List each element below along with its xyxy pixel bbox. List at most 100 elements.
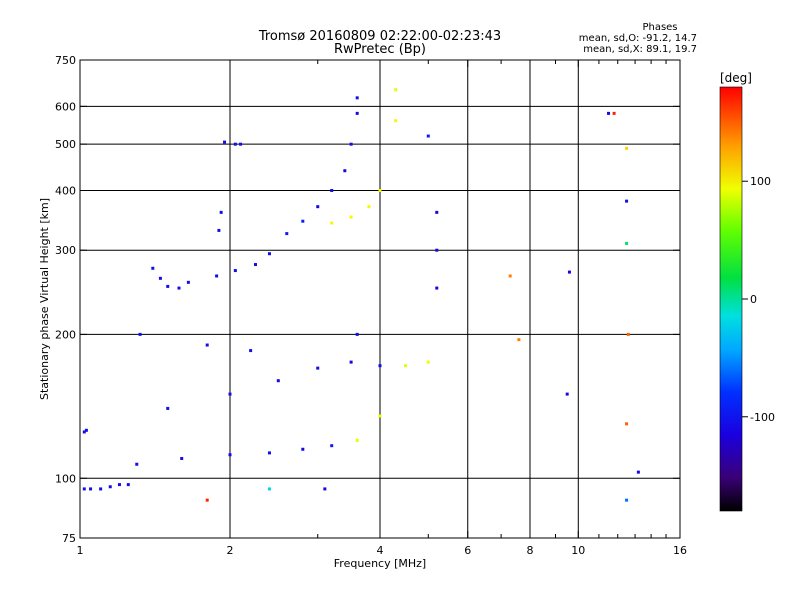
- data-point: [228, 453, 232, 457]
- data-point: [285, 232, 289, 236]
- data-point: [267, 451, 271, 455]
- data-point: [349, 142, 353, 146]
- data-point: [301, 219, 305, 223]
- data-point: [394, 119, 398, 123]
- data-point: [508, 274, 512, 278]
- colorbar-tick-label: -100: [750, 411, 775, 424]
- data-point: [625, 498, 629, 502]
- data-point: [267, 487, 271, 491]
- data-point: [215, 274, 219, 278]
- data-point: [349, 360, 353, 364]
- data-point: [205, 498, 209, 502]
- data-point: [276, 379, 280, 383]
- data-point: [330, 188, 334, 192]
- data-point: [84, 428, 88, 432]
- x-tick-label: 10: [571, 544, 585, 557]
- data-point: [426, 134, 430, 138]
- data-point: [355, 111, 359, 115]
- x-tick-label: 16: [673, 544, 687, 557]
- data-point: [355, 438, 359, 442]
- data-point: [565, 392, 569, 396]
- data-point: [403, 364, 407, 368]
- data-point: [394, 88, 398, 92]
- data-point: [355, 332, 359, 336]
- data-point: [180, 456, 184, 460]
- data-point: [267, 252, 271, 256]
- data-point: [253, 263, 257, 267]
- data-point: [219, 210, 223, 214]
- data-point: [435, 286, 439, 290]
- data-point: [625, 199, 629, 203]
- data-point: [138, 332, 142, 336]
- y-axis-ticks: 75 100 200 300 400 500 600 750: [55, 54, 680, 545]
- plot-frame: [79, 59, 681, 539]
- data-point: [82, 430, 86, 434]
- data-point: [117, 483, 121, 487]
- data-point: [126, 483, 130, 487]
- y-tick-label: 100: [55, 472, 76, 485]
- data-point: [177, 286, 181, 290]
- x-axis-ticks: 1 2 4 6 8 10 16: [77, 60, 687, 557]
- data-point: [316, 205, 320, 209]
- stats-x: mean, sd,X: 89.1, 19.7: [583, 44, 697, 55]
- y-tick-label: 300: [55, 244, 76, 257]
- data-point: [99, 487, 103, 491]
- x-tick-label: 8: [527, 544, 534, 557]
- data-point: [626, 332, 630, 336]
- data-point: [625, 146, 629, 150]
- data-point: [378, 414, 382, 418]
- chart-subtitle: RwPretec (Bp): [334, 42, 426, 57]
- x-tick-label: 6: [464, 544, 471, 557]
- data-point: [108, 485, 112, 489]
- data-point: [89, 487, 93, 491]
- y-tick-label: 75: [62, 532, 76, 545]
- data-point: [367, 205, 371, 209]
- data-point: [517, 338, 521, 342]
- data-point: [233, 142, 237, 146]
- data-point: [625, 422, 629, 426]
- data-point: [612, 111, 616, 115]
- data-points: [82, 88, 640, 502]
- y-tick-label: 750: [55, 54, 76, 67]
- data-point: [625, 241, 629, 245]
- x-tick-label: 1: [77, 544, 84, 557]
- data-point: [82, 487, 86, 491]
- data-point: [343, 169, 347, 173]
- data-point: [607, 111, 611, 115]
- data-point: [435, 248, 439, 252]
- plot-grid: [80, 60, 680, 538]
- colorbar: [719, 86, 743, 512]
- data-point: [323, 487, 327, 491]
- data-point: [151, 266, 155, 270]
- data-point: [166, 406, 170, 410]
- data-point: [426, 360, 430, 364]
- data-point: [217, 228, 221, 232]
- y-tick-label: 500: [55, 138, 76, 151]
- data-point: [233, 269, 237, 273]
- data-point: [186, 280, 190, 284]
- x-tick-label: 2: [227, 544, 234, 557]
- data-point: [330, 444, 334, 448]
- data-point: [158, 276, 162, 280]
- stats-o: mean, sd,O: -91.2, 14.7: [579, 33, 697, 44]
- data-point: [228, 392, 232, 396]
- data-point: [135, 462, 139, 466]
- colorbar-tick-label: 100: [750, 175, 771, 188]
- data-point: [205, 343, 209, 347]
- data-point: [378, 364, 382, 368]
- y-tick-label: 600: [55, 100, 76, 113]
- data-point: [349, 215, 353, 219]
- data-point: [330, 221, 334, 225]
- data-point: [223, 140, 227, 144]
- data-point: [249, 349, 253, 353]
- data-point: [239, 142, 243, 146]
- data-point: [567, 270, 571, 274]
- y-tick-label: 200: [55, 328, 76, 341]
- x-tick-label: 4: [377, 544, 384, 557]
- chart-title: Tromsø 20160809 02:22:00-02:23:43: [258, 29, 501, 44]
- data-point: [166, 284, 170, 288]
- colorbar-tick-label: 0: [750, 293, 757, 306]
- colorbar-label: [deg]: [720, 71, 752, 85]
- data-point: [355, 96, 359, 100]
